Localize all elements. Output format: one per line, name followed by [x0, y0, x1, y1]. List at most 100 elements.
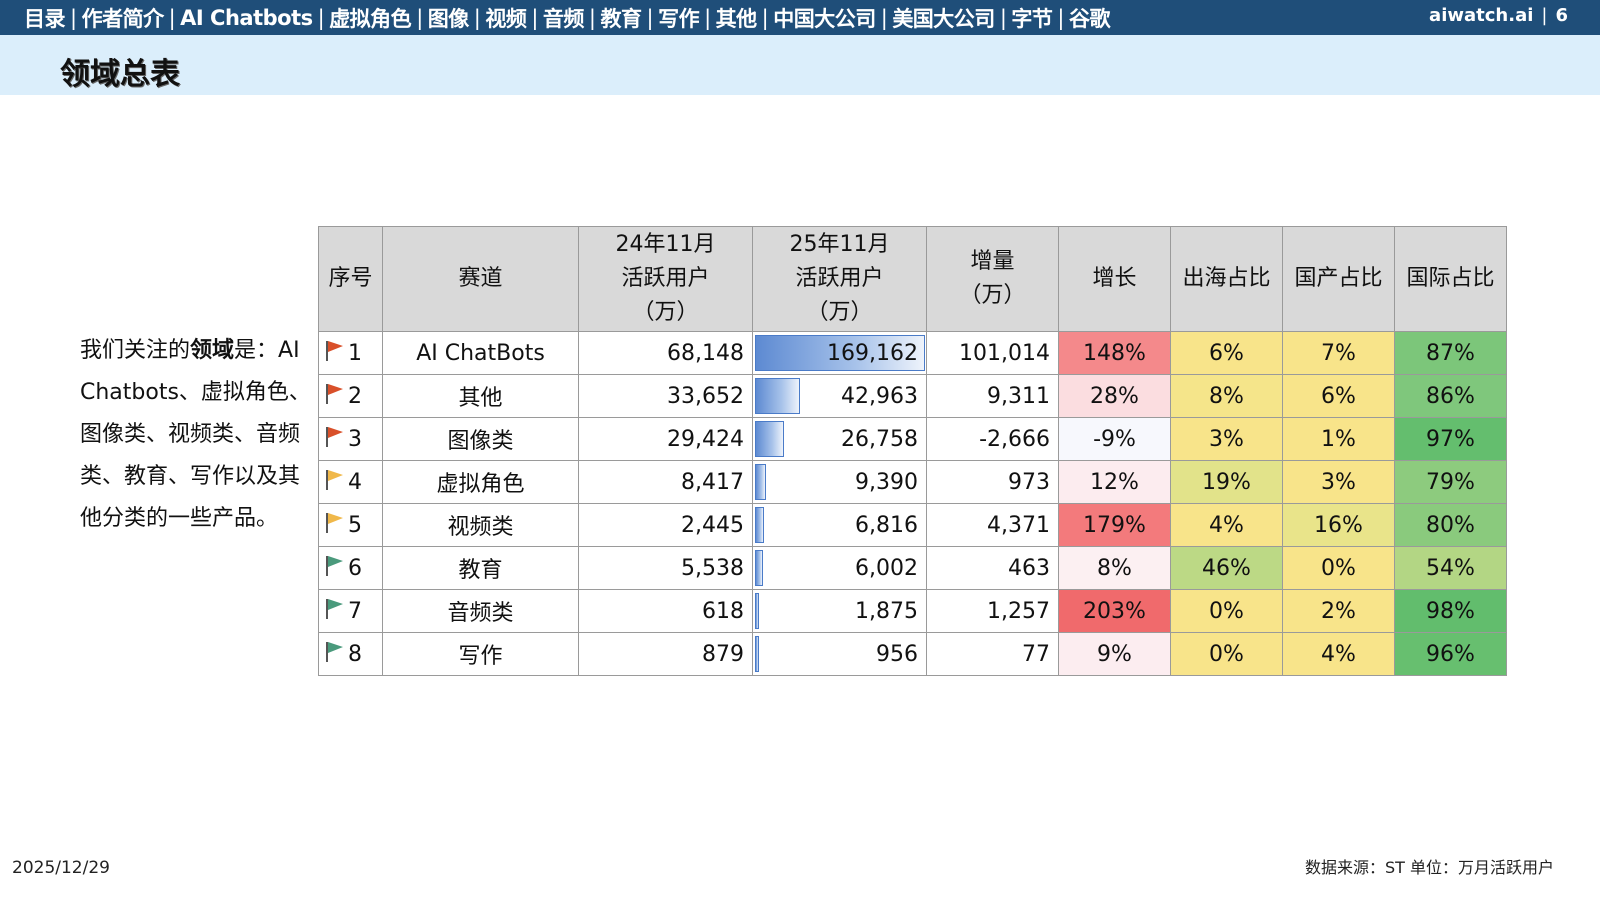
nav-item-7[interactable]: 教育: [600, 7, 643, 31]
col-header-growth: 增长: [1058, 226, 1171, 332]
nav-item-12[interactable]: 字节: [1011, 7, 1053, 31]
nav-item-0[interactable]: 目录: [24, 7, 66, 31]
nav-separator: |: [416, 6, 423, 30]
rank-number: 2: [348, 384, 362, 409]
nav-separator: |: [317, 6, 325, 30]
cell-growth: 9%: [1058, 632, 1171, 676]
rank-number: 7: [348, 599, 362, 624]
cell-international: 79%: [1394, 460, 1507, 504]
flag-icon: [326, 470, 343, 490]
top-nav-bar: 目录 | 作者简介 | AI Chatbots | 虚拟角色 | 图像 | 视频 | 音频 | 教育 | 写作 |…: [0, 0, 1600, 35]
nav-separator: |: [168, 6, 176, 30]
cell-rank: 6: [318, 546, 383, 590]
table-row: 4 虚拟角色 8,417 9,390 973 12% 19% 3% 79%: [318, 460, 1507, 504]
page-number: 6: [1555, 5, 1568, 26]
cell-growth: 12%: [1058, 460, 1171, 504]
flag-icon: [326, 556, 343, 576]
data-bar: [755, 593, 759, 629]
mau25-value: 26,758: [841, 426, 918, 452]
mau25-value: 169,162: [827, 340, 918, 366]
col-header-domestic: 国产占比: [1282, 226, 1395, 332]
cell-mau25: 26,758: [752, 417, 927, 461]
flag-icon: [326, 599, 343, 619]
col-header-mau24-line3: （万）: [632, 300, 699, 325]
nav-item-2[interactable]: AI Chatbots: [180, 6, 313, 30]
flag-icon: [326, 642, 343, 662]
cell-international: 97%: [1394, 417, 1507, 461]
cell-growth: 8%: [1058, 546, 1171, 590]
rank-number: 3: [348, 427, 362, 452]
nav-separator: |: [646, 6, 654, 30]
cell-rank: 5: [318, 503, 383, 547]
intro-text: 我们关注的领域是：AI Chatbots、虚拟角色、 图像类、视频类、音频类、教…: [80, 330, 316, 540]
mau25-value: 9,390: [855, 469, 918, 495]
col-header-delta: 增量 （万）: [926, 226, 1059, 332]
nav-item-4[interactable]: 图像: [427, 7, 470, 31]
nav-item-6[interactable]: 音频: [542, 7, 585, 31]
footer-date: 2025/12/29: [12, 858, 110, 878]
flag-icon: [326, 341, 343, 361]
col-header-rank: 序号: [318, 226, 383, 332]
table-row: 7 音频类 618 1,875 1,257 203% 0% 2% 98%: [318, 589, 1507, 633]
cell-international: 87%: [1394, 331, 1507, 375]
nav-item-5[interactable]: 视频: [485, 7, 527, 31]
cell-domestic: 3%: [1282, 460, 1395, 504]
rank-number: 1: [348, 341, 362, 366]
rank-number: 4: [348, 470, 362, 495]
nav-item-3[interactable]: 虚拟角色: [329, 7, 412, 31]
table-header-row: 序号 赛道 24年11月 活跃用户 （万） 25年11月 活跃用户 （万） 增量…: [318, 226, 1507, 332]
nav-item-8[interactable]: 写作: [658, 7, 700, 31]
cell-domestic: 1%: [1282, 417, 1395, 461]
col-header-mau25-line1: 25年11月: [789, 232, 890, 257]
nav-separator: |: [70, 6, 77, 30]
cell-rank: 1: [318, 331, 383, 375]
cell-track: 视频类: [382, 503, 579, 547]
nav-item-11[interactable]: 美国大公司: [892, 7, 995, 31]
nav-separator: |: [880, 6, 888, 30]
cell-international: 96%: [1394, 632, 1507, 676]
table-row: 2 其他 33,652 42,963 9,311 28% 8% 6% 86%: [318, 374, 1507, 418]
table-row: 3 图像类 29,424 26,758 -2,666 -9% 3% 1% 97%: [318, 417, 1507, 461]
data-bar: [755, 421, 784, 457]
cell-rank: 4: [318, 460, 383, 504]
cell-rank: 7: [318, 589, 383, 633]
cell-growth: 203%: [1058, 589, 1171, 633]
cell-delta: 9,311: [926, 374, 1059, 418]
nav-item-1[interactable]: 作者简介: [81, 7, 165, 31]
cell-mau24: 8,417: [578, 460, 753, 504]
cell-international: 86%: [1394, 374, 1507, 418]
cell-overseas: 0%: [1170, 589, 1283, 633]
cell-track: 其他: [382, 374, 579, 418]
col-header-mau25: 25年11月 活跃用户 （万）: [752, 226, 927, 332]
cell-delta: 101,014: [926, 331, 1059, 375]
nav-item-10[interactable]: 中国大公司: [773, 7, 876, 31]
nav-item-13[interactable]: 谷歌: [1068, 7, 1111, 31]
cell-mau24: 29,424: [578, 417, 753, 461]
cell-mau24: 33,652: [578, 374, 753, 418]
col-header-mau24: 24年11月 活跃用户 （万）: [578, 226, 753, 332]
cell-mau25: 6,002: [752, 546, 927, 590]
cell-rank: 8: [318, 632, 383, 676]
nav-separator: |: [1057, 6, 1064, 30]
site-name[interactable]: aiwatch.ai: [1429, 5, 1534, 26]
intro-suffix: 是：AI Chatbots、虚拟角色、 图像类、视频类、音频类、教育、写作以及其…: [80, 338, 311, 531]
cell-track: 音频类: [382, 589, 579, 633]
table-row: 1 AI ChatBots 68,148 169,162 101,014 148% 6% 7%…: [318, 331, 1507, 375]
cell-overseas: 4%: [1170, 503, 1283, 547]
nav-menu: 目录 | 作者简介 | AI Chatbots | 虚拟角色 | 图像 | 视频 | 音频 | 教育 | 写作 |…: [24, 4, 1110, 32]
cell-growth: 28%: [1058, 374, 1171, 418]
cell-growth: 179%: [1058, 503, 1171, 547]
cell-international: 98%: [1394, 589, 1507, 633]
table-row: 8 写作 879 956 77 9% 0% 4% 96%: [318, 632, 1507, 676]
cell-international: 54%: [1394, 546, 1507, 590]
nav-separator: |: [531, 6, 538, 30]
title-band: 领域总表: [0, 35, 1600, 95]
cell-overseas: 8%: [1170, 374, 1283, 418]
data-bar: [755, 335, 925, 371]
flag-icon: [326, 384, 343, 404]
col-header-international: 国际占比: [1394, 226, 1507, 332]
cell-mau25: 42,963: [752, 374, 927, 418]
footer-source: 数据来源：ST 单位：万月活跃用户: [1304, 858, 1554, 877]
col-header-mau24-line2: 活跃用户: [621, 266, 710, 291]
nav-item-9[interactable]: 其他: [715, 7, 758, 31]
